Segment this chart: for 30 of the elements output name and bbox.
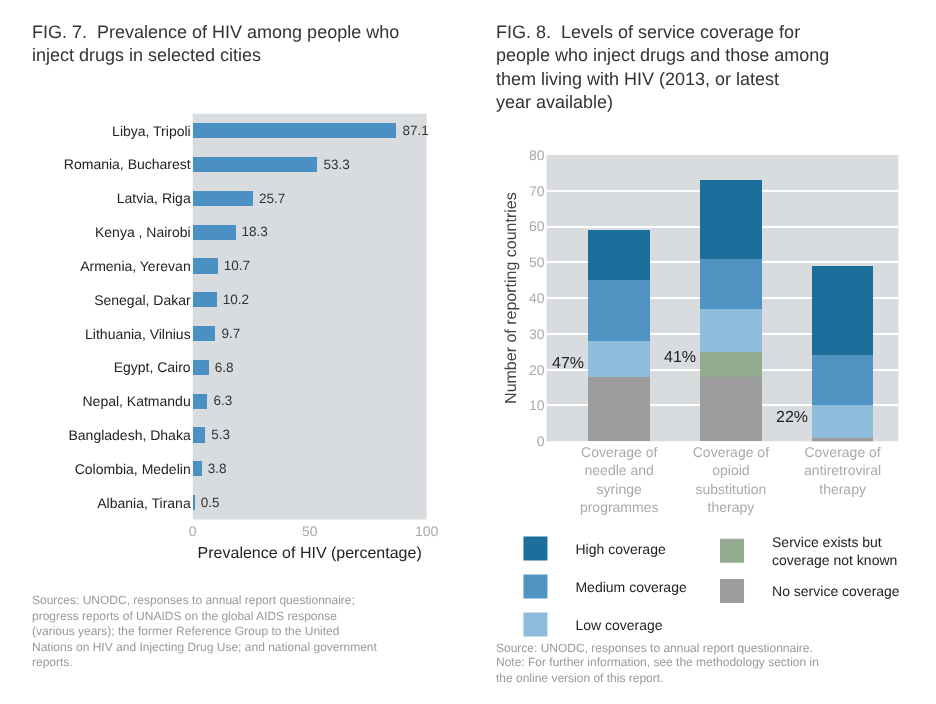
y-axis-title: Number of reporting countries xyxy=(502,192,521,404)
bar xyxy=(700,376,762,442)
annotation: 47% xyxy=(552,354,585,372)
bar xyxy=(192,325,216,342)
bar xyxy=(192,258,218,274)
bar xyxy=(192,461,202,477)
bar xyxy=(192,359,209,376)
x-axis-title: Prevalence of HIV (percentage) xyxy=(197,543,423,562)
bar xyxy=(192,393,208,409)
bar xyxy=(588,376,650,442)
bar xyxy=(811,355,874,406)
chart-title: FIG. 8. Levels of service coverage for people who inject drugs and those among them living with HIV (2013, or latest year available) xyxy=(496,22,830,113)
bar xyxy=(700,308,762,352)
bar xyxy=(700,258,762,309)
annotation: 41% xyxy=(664,348,697,366)
bar xyxy=(192,224,236,240)
bar xyxy=(192,427,206,443)
bar xyxy=(588,341,650,377)
bar xyxy=(192,292,217,308)
bar xyxy=(192,190,253,206)
bar xyxy=(588,280,650,341)
chart-title: FIG. 7. Prevalence of HIV among people who inject drugs in selected cities xyxy=(32,22,400,66)
bar xyxy=(811,265,874,356)
bar xyxy=(192,156,318,173)
bar xyxy=(700,351,762,377)
bar xyxy=(811,405,874,438)
bar xyxy=(700,180,762,259)
bar xyxy=(192,123,397,139)
bar xyxy=(588,230,650,281)
annotation: 22% xyxy=(776,408,809,426)
